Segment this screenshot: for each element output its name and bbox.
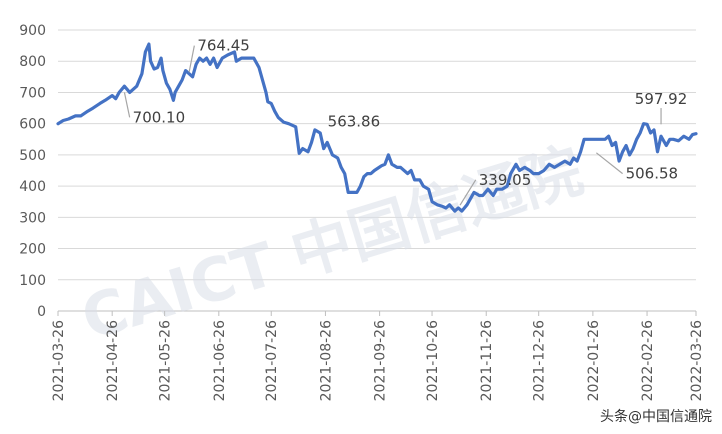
footer-credit: 头条@中国信通院 — [600, 408, 712, 425]
x-tick-label: 2022-02-26 — [640, 320, 656, 401]
x-tick-label: 2021-04-26 — [105, 320, 121, 401]
gridlines — [58, 29, 696, 312]
annotation-leader — [459, 179, 477, 206]
y-tick-label: 0 — [37, 304, 46, 320]
x-tick-label: 2021-11-26 — [479, 320, 495, 401]
annotation-label: 700.10 — [133, 108, 186, 126]
series-line — [56, 42, 698, 213]
series-layer — [56, 42, 698, 213]
x-tick-label: 2021-10-26 — [425, 320, 441, 401]
annotations: 700.10 764.45 563.86 339.05 506.58 597.92 — [123, 37, 688, 206]
x-tick-label: 2021-05-26 — [158, 320, 174, 401]
annotation-label: 764.45 — [197, 37, 250, 55]
x-tick-label: 2021-03-26 — [51, 320, 67, 401]
y-tick-label: 900 — [19, 23, 46, 39]
annotation-label: 597.92 — [635, 90, 688, 108]
y-tick-label: 100 — [19, 273, 46, 289]
x-tick-label: 2021-07-26 — [264, 320, 280, 401]
y-axis: 0 100 200 300 400 500 600 700 800 900 — [19, 23, 46, 320]
y-tick-label: 500 — [19, 148, 46, 164]
x-axis: 2021-03-26 2021-04-26 2021-05-26 2021-06-26… — [51, 311, 705, 401]
x-tick-label: 2021-12-26 — [532, 320, 548, 401]
y-tick-label: 300 — [19, 210, 46, 226]
y-tick-label: 400 — [19, 179, 46, 195]
annotation-leader — [123, 92, 131, 118]
annotation-label: 339.05 — [479, 171, 532, 189]
y-tick-label: 600 — [19, 117, 46, 133]
annotation-label: 506.58 — [626, 165, 679, 183]
y-tick-label: 700 — [19, 85, 46, 101]
x-tick-label: 2021-08-26 — [318, 320, 334, 401]
annotation-leader — [188, 45, 195, 73]
annotation-leader — [595, 152, 623, 175]
annotation-label: 563.86 — [328, 113, 381, 131]
x-tick-label: 2022-01-26 — [586, 320, 602, 401]
x-tick-label: 2021-06-26 — [212, 320, 228, 401]
x-tick-label: 2022-03-26 — [689, 320, 705, 401]
y-tick-label: 800 — [19, 54, 46, 70]
y-tick-label: 200 — [19, 242, 46, 258]
x-tick-label: 2021-09-26 — [373, 320, 389, 401]
